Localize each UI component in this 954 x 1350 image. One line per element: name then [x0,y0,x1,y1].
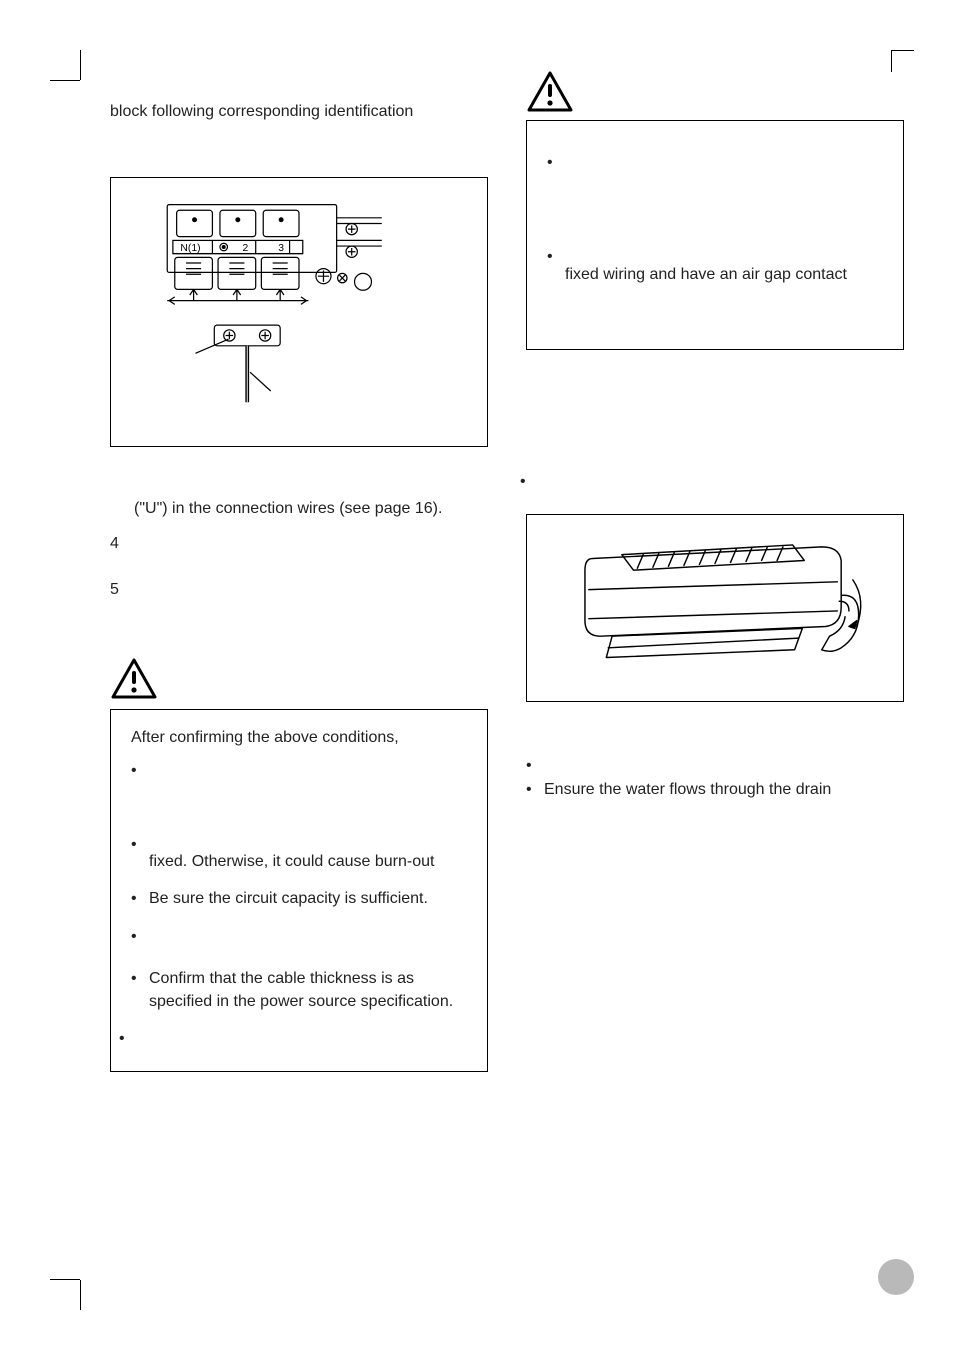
figure-terminal-block: N(1) 2 3 [110,177,488,447]
crop-mark [892,50,914,51]
caution-item [131,759,467,819]
bullet-item [526,754,904,764]
caution-item: Be sure the circuit capacity is sufficie… [131,887,467,910]
step-5-num: 5 [110,578,124,601]
caution-icon [110,657,158,701]
step-4-num: 4 [110,532,124,555]
step-5: 5 [110,578,488,601]
crop-mark [891,50,892,72]
crop-mark [50,1279,80,1280]
caution-item [547,151,883,231]
mid-bullet-list [520,460,904,474]
caution-item [131,925,467,953]
intro-text: block following corresponding identifica… [110,100,488,123]
step-3-text: ("U") in the connection wires (see page … [110,497,488,520]
left-column: block following corresponding identifica… [110,60,488,1072]
drain-bullet-list: Ensure the water flows through the drain [526,744,904,815]
caution-item-text: fixed wiring and have an air gap contact [565,266,847,283]
crop-mark [80,1280,81,1310]
caution-item: Confirm that the cable thickness is as s… [131,967,467,1013]
caution-list-right: fixed wiring and have an air gap contact [547,151,883,286]
terminal-block-svg: N(1) 2 3 [139,196,459,426]
caution-box-right: fixed wiring and have an air gap contact [526,120,904,350]
caution-list-left-2: Be sure the circuit capacity is sufficie… [131,887,467,1013]
crop-mark [80,50,81,80]
caution-lead: After confirming the above conditions, [131,726,467,749]
crop-mark [50,80,80,81]
caution-box-left: After confirming the above conditions, f… [110,709,488,1072]
step-4: 4 [110,532,488,555]
right-column: fixed wiring and have an air gap contact [526,60,904,1072]
page: block following corresponding identifica… [0,0,954,1350]
caution-item: fixed wiring and have an air gap contact [547,245,883,286]
caution-item [119,1027,467,1045]
caution-list-left-3 [119,1027,467,1045]
terminal-label-n1: N(1) [180,243,200,254]
caution-item [131,833,467,856]
caution-icon [526,70,574,114]
page-corner-dot [878,1259,914,1295]
caution-list-left [131,759,467,856]
indoor-unit-svg [550,529,880,689]
terminal-label-3: 3 [278,243,284,254]
two-column-layout: block following corresponding identifica… [110,60,904,1072]
terminal-label-2: 2 [243,243,249,254]
bullet-item: Ensure the water flows through the drain [526,778,904,801]
figure-indoor-unit [526,514,904,702]
